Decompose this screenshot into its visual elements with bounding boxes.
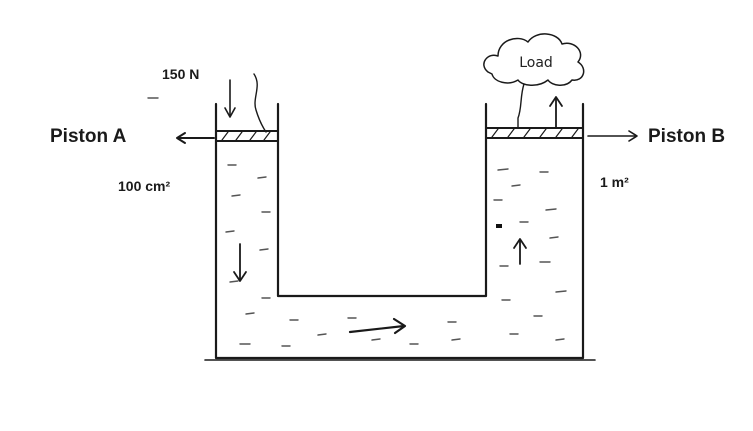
flow-right-arrow [348, 317, 407, 335]
u-tube-container [204, 102, 596, 361]
flow-up-arrow [513, 238, 527, 265]
piston-b-hatching [491, 128, 579, 138]
force-arrow [224, 79, 236, 118]
piston-b-up-arrow [549, 96, 563, 128]
piston-a-hatching [221, 131, 271, 141]
area-b-label: 1 m² [600, 174, 629, 190]
load-stem [517, 83, 525, 128]
piston-b-pointer-arrow [587, 130, 638, 142]
load-cloud: Load [483, 33, 585, 86]
flow-down-arrow [233, 243, 247, 282]
fluid-dot [496, 224, 502, 228]
piston-a [215, 130, 279, 142]
piston-b-label: Piston B [648, 126, 725, 147]
area-a-label: 100 cm² [118, 178, 170, 194]
hand-squiggle [253, 73, 267, 133]
piston-b [485, 127, 584, 139]
force-label: 150 N [162, 66, 199, 82]
piston-a-label: Piston A [50, 126, 127, 147]
fluid-markings [225, 164, 567, 347]
load-label: Load [519, 55, 553, 71]
piston-a-pointer-arrow [176, 132, 215, 144]
